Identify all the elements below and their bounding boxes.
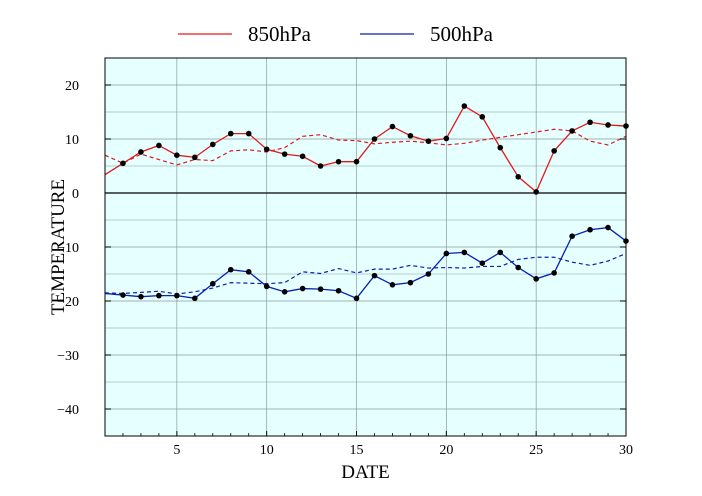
data-point [138, 149, 144, 155]
data-point [533, 189, 539, 195]
data-point [335, 287, 342, 294]
data-point [461, 249, 468, 256]
data-point [443, 135, 450, 142]
data-point [389, 123, 396, 130]
data-point [407, 279, 414, 286]
x-axis-title: DATE [341, 462, 390, 483]
data-point [371, 272, 378, 279]
data-point [371, 136, 378, 142]
data-point [209, 280, 216, 287]
y-tick-labels: −40 −30 −20 −10 0 10 20 [57, 79, 79, 418]
data-point [174, 292, 180, 299]
x-tick-label: 5 [173, 443, 180, 458]
y-tick-label: −40 [57, 403, 79, 418]
data-point [515, 174, 522, 180]
data-point [479, 260, 486, 267]
data-point [425, 271, 432, 277]
data-point [227, 130, 234, 137]
y-tick-label: 0 [72, 187, 79, 202]
y-tick-label: 20 [65, 79, 79, 94]
x-tick-label: 30 [619, 443, 633, 458]
y-tick-label: 10 [65, 133, 79, 148]
data-point [192, 295, 198, 302]
data-point [605, 224, 611, 231]
y-tick-label: −30 [57, 349, 79, 364]
legend-label: 850hPa [248, 22, 312, 46]
data-point [425, 138, 432, 144]
data-point [174, 152, 180, 158]
climatology-line [104, 128, 627, 166]
data-point [587, 119, 593, 126]
data-point [120, 292, 126, 298]
x-tick-label: 25 [529, 443, 543, 458]
data-point [389, 282, 396, 288]
legend-label: 500hPa [430, 22, 494, 46]
legend: 850hPa 500hPa [178, 22, 494, 46]
y-tick-label: −20 [57, 295, 79, 310]
data-point [156, 142, 162, 149]
data-point [479, 114, 486, 120]
data-point [317, 163, 324, 169]
data-point [551, 270, 557, 276]
data-point [317, 286, 324, 292]
ticks [104, 84, 627, 436]
data-point [443, 250, 450, 257]
y-tick-label: −10 [57, 241, 79, 256]
data-point [515, 264, 522, 271]
data-point [245, 130, 252, 137]
data-point [497, 249, 504, 256]
data-point [353, 295, 360, 302]
data-point [299, 153, 306, 160]
data-point [281, 289, 288, 295]
data-point [551, 148, 557, 154]
series-line [104, 105, 627, 193]
series-line [104, 226, 627, 300]
x-tick-label: 15 [350, 443, 364, 458]
series-1 [104, 224, 629, 302]
x-tick-labels: 5 10 15 20 25 30 [173, 443, 633, 458]
data-point [209, 141, 216, 148]
data-point [263, 283, 270, 290]
series-0 [104, 103, 629, 195]
x-tick-label: 10 [260, 443, 274, 458]
y-axis-title: TEMPERATURE [48, 179, 69, 315]
data-point [299, 285, 306, 292]
data-point [407, 132, 414, 139]
climatology-line [104, 252, 627, 295]
data-point [120, 160, 126, 167]
series-group [104, 103, 629, 302]
data-point [569, 233, 575, 239]
data-point [245, 269, 252, 275]
data-point [263, 146, 270, 153]
data-point [353, 158, 360, 165]
data-point [461, 103, 468, 109]
data-point [138, 293, 144, 300]
data-point [533, 276, 539, 282]
x-tick-label: 20 [439, 443, 453, 458]
data-point [281, 151, 288, 157]
data-point [335, 158, 342, 165]
data-point [227, 266, 234, 273]
data-point [587, 226, 593, 233]
data-point [605, 122, 611, 128]
grid [105, 58, 626, 437]
data-point [192, 154, 198, 161]
data-point [497, 144, 504, 151]
data-point [569, 128, 575, 134]
data-point [156, 292, 162, 299]
